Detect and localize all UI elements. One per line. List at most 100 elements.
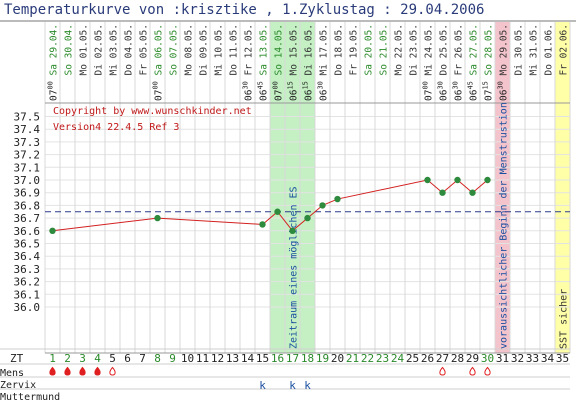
band-background xyxy=(270,22,315,353)
date-label: Sa 06.05. xyxy=(154,24,165,75)
time-minute: 30 xyxy=(497,81,505,89)
zt-day-number: 21 xyxy=(346,352,359,365)
zt-day-number: 22 xyxy=(361,352,374,365)
chart-title: Temperaturkurve von :krisztike , 1.Zyklu… xyxy=(4,2,484,18)
y-tick-label: 37.4 xyxy=(14,123,41,136)
time-label: 0700 xyxy=(272,81,285,101)
time-label: 0645 xyxy=(467,81,480,101)
temperature-point xyxy=(454,176,461,184)
date-label: Fr 12.05. xyxy=(244,24,255,75)
time-hour: 06 xyxy=(439,89,450,101)
bands-layer xyxy=(270,22,570,353)
time-label: 0700 xyxy=(152,81,165,101)
date-label: Do 01.06. xyxy=(544,24,555,75)
y-tick-label: 36.2 xyxy=(14,276,41,289)
time-hour: 06 xyxy=(304,89,315,101)
temperature-point xyxy=(49,227,56,234)
band-background xyxy=(555,22,570,353)
time-label: 0700 xyxy=(422,81,435,101)
menstruation-drop-icon xyxy=(469,366,476,376)
y-axis: 37.537.437.337.237.137.036.936.836.736.6… xyxy=(14,111,41,315)
y-tick-label: 36.6 xyxy=(14,225,41,238)
y-tick-label: 36.7 xyxy=(14,212,41,225)
time-hour: 06 xyxy=(454,89,465,101)
row-label: Zervix xyxy=(0,380,36,391)
date-label: Di 30.05. xyxy=(514,24,525,75)
time-label: 0630 xyxy=(317,81,330,101)
time-label: 0700 xyxy=(47,81,60,101)
zervix-mark: k xyxy=(289,379,296,392)
date-label: Mi 31.05. xyxy=(529,24,540,75)
zt-day-number: 3 xyxy=(79,352,86,365)
time-minute: 15 xyxy=(482,81,490,89)
date-header: Sa 29.04. So 30.04. Mo 01.05. Di 02.05. Mi 0… xyxy=(47,24,570,101)
time-minute: 00 xyxy=(272,81,280,89)
temperature-series xyxy=(45,176,570,234)
date-label: Fr 26.05. xyxy=(454,24,465,75)
temperature-point xyxy=(154,214,161,222)
zt-day-number: 9 xyxy=(169,352,176,365)
zervix-mark: k xyxy=(304,379,311,392)
date-label: Mi 17.05. xyxy=(319,24,330,75)
zt-day-number: 1 xyxy=(49,352,56,365)
menstruation-drop-icon xyxy=(49,366,56,376)
time-hour: 07 xyxy=(484,90,495,101)
zt-day-number: 2 xyxy=(64,352,71,365)
zt-day-number: 28 xyxy=(451,352,464,365)
zt-day-number: 31 xyxy=(496,352,509,365)
row-label: Muttermund xyxy=(0,392,60,403)
temperature-point xyxy=(484,176,491,184)
time-hour: 06 xyxy=(289,89,300,101)
time-hour: 06 xyxy=(499,89,510,101)
time-label: 0630 xyxy=(437,81,450,101)
y-tick-label: 36.4 xyxy=(14,250,41,263)
date-label: Mo 15.05. xyxy=(289,24,300,75)
temperature-point xyxy=(319,202,326,209)
band-background xyxy=(495,22,510,353)
date-label: Sa 27.05. xyxy=(469,24,480,75)
date-label: Di 16.05. xyxy=(304,24,315,75)
zt-day-number: 34 xyxy=(541,352,555,365)
time-hour: 07 xyxy=(424,90,435,101)
time-minute: 15 xyxy=(287,81,295,89)
band-label: Zeitraum eines möglichen ES xyxy=(289,186,300,349)
time-hour: 07 xyxy=(154,90,165,101)
band-label: SST sicher xyxy=(559,289,570,349)
time-minute: 45 xyxy=(467,81,475,89)
menstruation-drop-icon xyxy=(109,366,116,376)
temperature-point xyxy=(274,208,281,215)
temperature-point xyxy=(259,221,266,228)
time-label: 0615 xyxy=(302,81,315,101)
menstruation-drop-icon xyxy=(439,366,446,376)
date-label: Mo 29.05. xyxy=(499,24,510,75)
zt-day-number: 17 xyxy=(286,352,299,365)
row-label: Mens xyxy=(0,368,24,379)
y-tick-label: 36.5 xyxy=(14,238,41,251)
y-tick-label: 36.0 xyxy=(14,301,41,314)
zt-day-number: 19 xyxy=(316,352,329,365)
band-label: voraussichtlicher Beginn der Menstrustio… xyxy=(499,102,510,349)
date-label: Mo 08.05. xyxy=(184,24,195,75)
zt-day-number: 35 xyxy=(556,352,569,365)
y-tick-label: 37.1 xyxy=(14,161,41,174)
time-minute: 30 xyxy=(242,81,250,89)
band-labels: Zeitraum eines möglichen ES voraussichtli… xyxy=(289,102,570,349)
time-hour: 06 xyxy=(259,89,270,101)
zt-day-number: 33 xyxy=(526,352,539,365)
menstruation-drop-icon xyxy=(94,366,101,376)
zt-day-number: 11 xyxy=(196,352,209,365)
zt-day-number: 26 xyxy=(421,352,434,365)
zt-day-number: 5 xyxy=(109,352,116,365)
menstruation-drop-icon xyxy=(64,366,71,376)
time-minute: 45 xyxy=(257,81,265,89)
time-hour: 07 xyxy=(49,90,60,101)
time-hour: 06 xyxy=(319,89,330,101)
time-label: 0630 xyxy=(497,81,510,101)
date-label: Do 11.05. xyxy=(229,24,240,75)
time-label: 0630 xyxy=(452,81,465,101)
menstruation-drop-icon xyxy=(484,366,491,376)
date-label: Do 04.05. xyxy=(124,24,135,75)
date-label: Fr 02.06. xyxy=(559,24,570,75)
time-minute: 15 xyxy=(302,81,310,89)
